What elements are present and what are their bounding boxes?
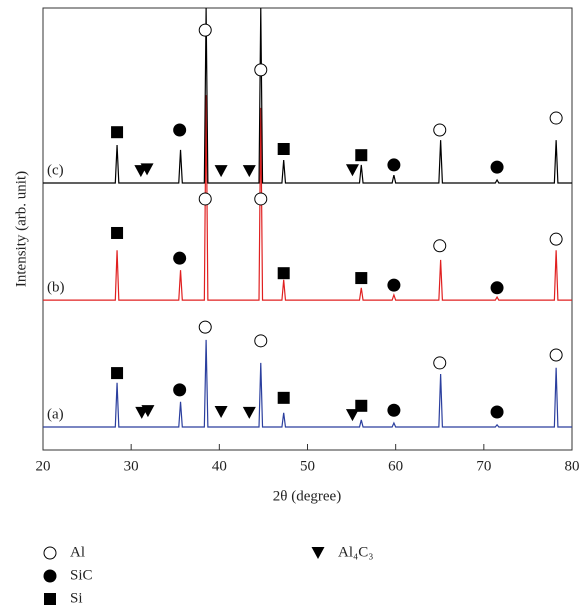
marker-al4c3 bbox=[345, 164, 359, 177]
x-tick-label: 60 bbox=[388, 458, 403, 474]
legend-item: SiC bbox=[43, 567, 93, 583]
marker-si bbox=[44, 593, 56, 605]
marker-al bbox=[198, 320, 212, 334]
marker-al bbox=[198, 192, 212, 206]
x-tick-label: 80 bbox=[565, 458, 580, 474]
series-line bbox=[43, 8, 572, 184]
marker-al bbox=[198, 23, 212, 37]
plot-area bbox=[43, 8, 572, 428]
marker-sic bbox=[43, 569, 57, 583]
marker-si bbox=[277, 391, 290, 404]
marker-al4c3 bbox=[140, 163, 154, 176]
marker-al4c3 bbox=[311, 547, 325, 559]
marker-sic bbox=[387, 278, 401, 292]
legend-label: SiC bbox=[70, 567, 93, 583]
x-tick-label: 40 bbox=[212, 458, 227, 474]
series-line bbox=[43, 95, 572, 301]
legend-item: Si bbox=[44, 590, 83, 606]
marker-sic bbox=[490, 281, 504, 295]
marker-sic bbox=[387, 158, 401, 172]
y-axis-label: Intensity (arb. unit) bbox=[13, 171, 29, 287]
marker-al4c3 bbox=[345, 409, 359, 422]
marker-si bbox=[355, 399, 368, 412]
marker-al4c3 bbox=[242, 406, 256, 419]
marker-sic bbox=[490, 160, 504, 174]
marker-sic bbox=[173, 383, 187, 397]
marker-al4c3 bbox=[141, 405, 155, 418]
marker-al bbox=[254, 334, 268, 348]
marker-si bbox=[355, 149, 368, 162]
legend-label: Si bbox=[70, 590, 83, 606]
marker-al bbox=[433, 239, 447, 253]
marker-sic bbox=[173, 251, 187, 265]
x-tick-label: 20 bbox=[36, 458, 51, 474]
series-label: (b) bbox=[47, 280, 65, 296]
series-line bbox=[43, 339, 572, 428]
x-tick-label: 70 bbox=[476, 458, 491, 474]
legend-label: Al bbox=[70, 544, 85, 560]
marker-al bbox=[549, 348, 563, 362]
marker-sic bbox=[173, 123, 187, 137]
marker-al bbox=[433, 356, 447, 370]
marker-al bbox=[549, 111, 563, 125]
marker-al bbox=[549, 232, 563, 246]
marker-si bbox=[111, 226, 124, 239]
series-label: (a) bbox=[47, 406, 64, 422]
series-label: (c) bbox=[47, 162, 64, 178]
marker-sic bbox=[387, 403, 401, 417]
marker-si bbox=[277, 142, 290, 155]
marker-al4c3 bbox=[214, 405, 228, 418]
x-tick-label: 30 bbox=[124, 458, 139, 474]
legend-item: Al₄C₃ bbox=[311, 544, 373, 560]
marker-si bbox=[111, 126, 124, 139]
x-tick-label: 50 bbox=[300, 458, 315, 474]
legend-item: Al bbox=[43, 544, 85, 560]
marker-sic bbox=[490, 405, 504, 419]
marker-al bbox=[43, 546, 57, 560]
marker-si bbox=[355, 272, 368, 285]
marker-al bbox=[433, 123, 447, 137]
marker-al4c3 bbox=[242, 165, 256, 178]
marker-al bbox=[254, 63, 268, 77]
marker-si bbox=[111, 367, 124, 380]
x-axis-label: 2θ (degree) bbox=[273, 488, 341, 504]
marker-al bbox=[254, 192, 268, 206]
legend-label: Al₄C₃ bbox=[338, 544, 373, 560]
marker-si bbox=[277, 267, 290, 280]
marker-al4c3 bbox=[214, 165, 228, 178]
